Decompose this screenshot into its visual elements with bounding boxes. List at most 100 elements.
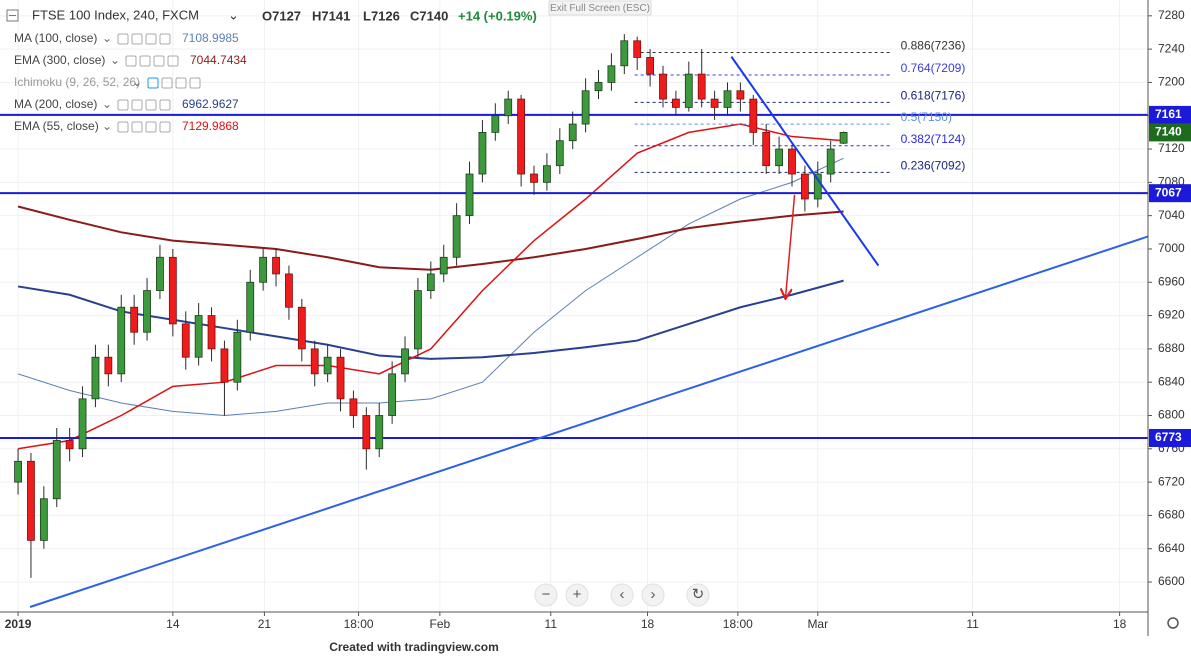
candle-body — [517, 98, 526, 175]
price-marker-bg — [1149, 428, 1191, 447]
indicator-icon[interactable] — [145, 99, 157, 111]
indicator-icon[interactable] — [189, 77, 201, 89]
candle-body — [749, 98, 758, 133]
candle-body — [800, 173, 809, 200]
x-tick-label: 18 — [1113, 617, 1127, 631]
nav-button[interactable]: − — [542, 586, 551, 603]
indicator-icon[interactable] — [117, 33, 129, 45]
candle-body — [27, 460, 35, 541]
indicator-line — [17, 157, 844, 416]
dropdown-arrow[interactable]: ⌄ — [102, 97, 112, 111]
candle-body — [401, 348, 409, 375]
symbol-title: FTSE 100 Index, 240, FXCM — [32, 7, 199, 22]
indicator-icon[interactable] — [117, 121, 129, 133]
dropdown-arrow[interactable]: ⌄ — [102, 31, 112, 45]
settings-icon[interactable] — [1167, 617, 1179, 629]
candle-body — [504, 98, 513, 117]
candle-body — [775, 148, 783, 167]
exit-button-bg[interactable] — [548, 0, 652, 16]
last-price-bg — [1149, 123, 1191, 142]
nav-button[interactable]: ‹ — [620, 586, 625, 603]
indicator-legend: MA (100, close) ⌄ 7108.9985 EMA (300, close… — [14, 31, 247, 133]
nav-button-bg[interactable] — [641, 583, 665, 607]
nav-button-bg[interactable] — [534, 583, 558, 607]
y-tick-label: 6720 — [1158, 474, 1185, 488]
indicator-icon[interactable] — [145, 121, 157, 133]
indicator-icon[interactable] — [125, 55, 137, 67]
candle-body — [297, 306, 306, 350]
price-marker-bg — [1149, 105, 1191, 124]
trendline — [730, 56, 880, 267]
x-tick-label: 11 — [966, 617, 979, 631]
indicator-icon[interactable] — [153, 55, 165, 67]
y-tick-label: 7120 — [1158, 141, 1185, 155]
y-tick-label: 7040 — [1158, 208, 1185, 222]
indicator-icon[interactable] — [159, 121, 171, 133]
candle-body — [839, 131, 848, 144]
x-tick-label: 18:00 — [723, 617, 753, 631]
fib-label: 0.618(7176) — [901, 89, 966, 103]
close-value: C7140 — [410, 8, 448, 23]
indicator-icon[interactable] — [131, 99, 143, 111]
indicator-icon[interactable] — [139, 55, 151, 67]
indicator-icon[interactable] — [159, 33, 171, 45]
indicator-icon[interactable] — [131, 33, 143, 45]
collapse-icon[interactable] — [6, 9, 19, 22]
indicator-icon[interactable] — [145, 33, 157, 45]
candle-body — [710, 98, 719, 108]
candle-body — [52, 440, 61, 500]
candle-body — [581, 90, 590, 125]
axes: 6600664066806720676068006840688069206960… — [5, 8, 1191, 631]
grid — [0, 0, 1148, 612]
indicator-icon[interactable] — [159, 99, 171, 111]
y-tick-label: 6640 — [1158, 541, 1185, 555]
last-price: 7140 — [1155, 125, 1182, 139]
nav-button-bg[interactable] — [565, 583, 589, 607]
candle-body — [543, 165, 551, 183]
candle-body — [272, 256, 280, 275]
indicator-icon[interactable] — [167, 55, 179, 67]
price-marker: 7161 — [1155, 107, 1182, 121]
candle-body — [349, 398, 358, 416]
nav-button[interactable]: ↻ — [692, 586, 705, 603]
indicator-name: MA (100, close) — [14, 31, 97, 45]
candle-body — [465, 173, 474, 217]
indicator-value: 7044.7434 — [190, 53, 247, 67]
candle-body — [14, 460, 22, 483]
candle-body — [426, 273, 435, 291]
indicator-icon[interactable] — [147, 77, 159, 89]
indicator-icon[interactable] — [175, 77, 187, 89]
indicator-icon[interactable] — [117, 99, 129, 111]
exit-button[interactable]: Exit Full Screen (ESC) — [550, 3, 650, 14]
x-tick-label: 14 — [166, 617, 180, 631]
nav-button[interactable]: › — [651, 586, 656, 603]
candle-body — [607, 65, 616, 83]
dropdown-arrow[interactable]: ⌄ — [102, 119, 112, 133]
dropdown-arrow[interactable]: ⌄ — [228, 7, 239, 22]
indicator-value: 7129.9868 — [182, 119, 239, 133]
candle-body — [762, 131, 771, 167]
nav-button-bg[interactable] — [686, 583, 710, 607]
candle-body — [659, 73, 667, 100]
nav-button-bg[interactable] — [610, 583, 634, 607]
candle-body — [555, 140, 564, 167]
candle-body — [220, 348, 229, 383]
candle-body — [323, 356, 332, 375]
indicator-value: 6962.9627 — [182, 97, 239, 111]
indicator-icon[interactable] — [161, 77, 173, 89]
price-marker: 6773 — [1155, 430, 1182, 444]
candle-body — [646, 57, 655, 75]
indicator-value: 7108.9985 — [182, 31, 239, 45]
indicator-name: EMA (300, close) — [14, 53, 105, 67]
y-tick-label: 7000 — [1158, 241, 1185, 255]
nav-button[interactable]: + — [573, 586, 582, 603]
indicator-icon[interactable] — [131, 121, 143, 133]
candle-body — [246, 281, 255, 333]
dropdown-arrow[interactable]: ⌄ — [110, 53, 120, 67]
candle-body — [336, 356, 345, 400]
candle-body — [143, 290, 151, 333]
x-tick-label: 2019 — [5, 617, 32, 631]
x-tick-label: 18 — [641, 617, 655, 631]
dropdown-arrow[interactable]: ⌄ — [132, 75, 142, 89]
